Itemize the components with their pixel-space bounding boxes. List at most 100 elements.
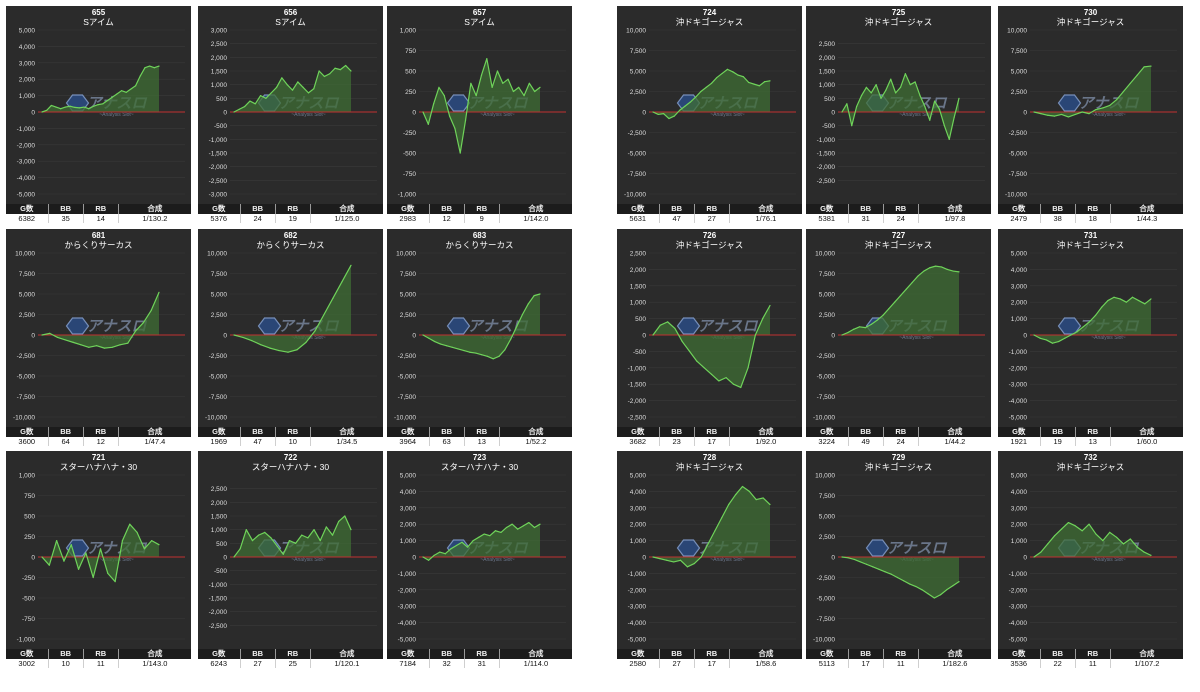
y-tick-label: 500 xyxy=(405,69,416,76)
stats-header-rate: 合成 xyxy=(528,204,544,213)
y-tick-label: -5,000 xyxy=(628,637,647,644)
y-tick-label: -2,500 xyxy=(817,178,836,185)
data-point xyxy=(523,95,525,97)
y-tick-label: 1,000 xyxy=(19,473,36,480)
stats-value-bb: 24 xyxy=(241,213,276,223)
watermark-subtext: ~Analysis Slot~ xyxy=(710,557,745,563)
chart-subtitle: からくりサーカス xyxy=(256,240,324,250)
data-point xyxy=(1102,540,1104,542)
stats-value-rate: 1/76.1 xyxy=(755,213,777,223)
area-fill xyxy=(1034,66,1151,117)
data-point xyxy=(657,113,659,116)
y-tick-label: -2,500 xyxy=(817,353,836,360)
y-tick-label: -2,000 xyxy=(628,587,647,594)
data-point xyxy=(737,74,739,76)
data-point xyxy=(721,517,723,519)
data-point xyxy=(909,583,911,585)
y-tick-label: -2,500 xyxy=(17,353,36,360)
data-point xyxy=(1150,554,1152,556)
data-point xyxy=(301,534,303,536)
chart-title: 657 xyxy=(473,8,487,17)
stats-value-row: 1921 19 13 1/60.0 xyxy=(998,436,1183,446)
data-point xyxy=(135,85,137,87)
stats-table: G数 BB RB 合成 3002 10 11 1/143.0 xyxy=(6,649,191,668)
data-point xyxy=(233,334,235,336)
y-tick-label: -10,000 xyxy=(13,415,35,422)
y-tick-label: -5,000 xyxy=(398,374,417,381)
stats-value-rate: 1/142.0 xyxy=(523,213,549,223)
y-tick-label: 0 xyxy=(642,110,646,117)
data-point xyxy=(258,534,260,536)
stats-header-bb: BB xyxy=(430,427,465,437)
data-point xyxy=(952,270,954,272)
chart-subtitle: Sアイム xyxy=(275,17,306,27)
data-point xyxy=(438,86,440,88)
watermark-text: アナスロ xyxy=(887,540,948,557)
stats-header-row: G数 BB RB 合成 xyxy=(617,427,802,437)
area-fill xyxy=(1034,297,1151,344)
y-tick-label: -7,500 xyxy=(628,171,647,178)
data-point xyxy=(288,540,291,542)
stats-header-g: G数 xyxy=(998,649,1041,659)
stats-value-rate: 1/120.1 xyxy=(334,658,360,668)
chart-subtitle: スターハナハナ・30 xyxy=(252,462,330,472)
y-tick-label: 10,000 xyxy=(626,28,646,35)
y-tick-label: -1,000 xyxy=(628,571,647,578)
y-tick-label: 2,500 xyxy=(211,312,228,319)
y-tick-label: 3,000 xyxy=(1011,283,1028,290)
watermark-text: アナスロ xyxy=(468,318,529,335)
stats-value-row: 3964 63 13 1/52.2 xyxy=(387,436,572,446)
stats-header-row: G数 BB RB 合成 xyxy=(198,649,383,659)
data-point xyxy=(866,563,868,565)
stats-header-rate: 合成 xyxy=(1139,649,1155,658)
data-point xyxy=(721,72,723,75)
data-point xyxy=(1150,65,1152,67)
data-point xyxy=(433,554,435,556)
area-fill xyxy=(653,486,770,567)
chart-title: 682 xyxy=(284,231,298,240)
data-point xyxy=(667,321,669,323)
watermark-subtext: ~Analysis Slot~ xyxy=(899,335,934,341)
stats-value-rate: 1/114.0 xyxy=(523,658,549,668)
data-point xyxy=(673,115,675,117)
y-tick-label: -4,000 xyxy=(398,620,417,627)
y-tick-label: -500 xyxy=(214,568,227,575)
y-tick-label: 0 xyxy=(31,110,35,117)
data-point xyxy=(1115,99,1118,101)
stats-value-bb: 17 xyxy=(849,658,884,668)
stats-header-rate: 合成 xyxy=(758,427,774,436)
stats-header-g: G数 xyxy=(998,427,1041,437)
data-point xyxy=(1045,339,1047,341)
data-point xyxy=(1143,551,1145,553)
stats-value-bb: 38 xyxy=(1041,213,1076,223)
stats-value-rate: 1/34.5 xyxy=(336,436,358,446)
area-fill xyxy=(653,69,770,119)
y-tick-label: -5,000 xyxy=(1009,415,1028,422)
stats-table: G数 BB RB 合成 2983 12 9 1/142.0 xyxy=(387,204,572,223)
data-point xyxy=(472,540,474,542)
y-tick-label: 4,000 xyxy=(19,44,36,51)
stats-table: G数 BB RB 合成 5381 31 24 1/97.8 xyxy=(806,204,991,223)
stats-value-rate: 1/143.0 xyxy=(142,658,168,668)
data-point xyxy=(946,268,948,270)
data-point xyxy=(103,347,105,349)
data-point xyxy=(533,526,536,529)
stats-header-g: G数 xyxy=(806,427,849,437)
data-point xyxy=(754,334,756,336)
data-point xyxy=(1113,296,1115,298)
data-point xyxy=(1081,111,1083,113)
data-point xyxy=(923,270,925,272)
stats-value-row: 3224 49 24 1/44.2 xyxy=(806,436,991,446)
chart-panel: 682 からくりサーカス 10,000 7,500 5,000 2,500 0 -2,500 -… xyxy=(198,229,383,446)
data-point xyxy=(276,545,278,547)
data-point xyxy=(245,529,247,531)
data-point xyxy=(1033,334,1035,336)
y-tick-label: -5,000 xyxy=(17,374,36,381)
data-point xyxy=(911,281,913,284)
data-point xyxy=(1144,303,1146,305)
data-point xyxy=(1122,543,1125,545)
stats-value-g: 3002 xyxy=(6,658,49,668)
data-point xyxy=(528,521,530,524)
